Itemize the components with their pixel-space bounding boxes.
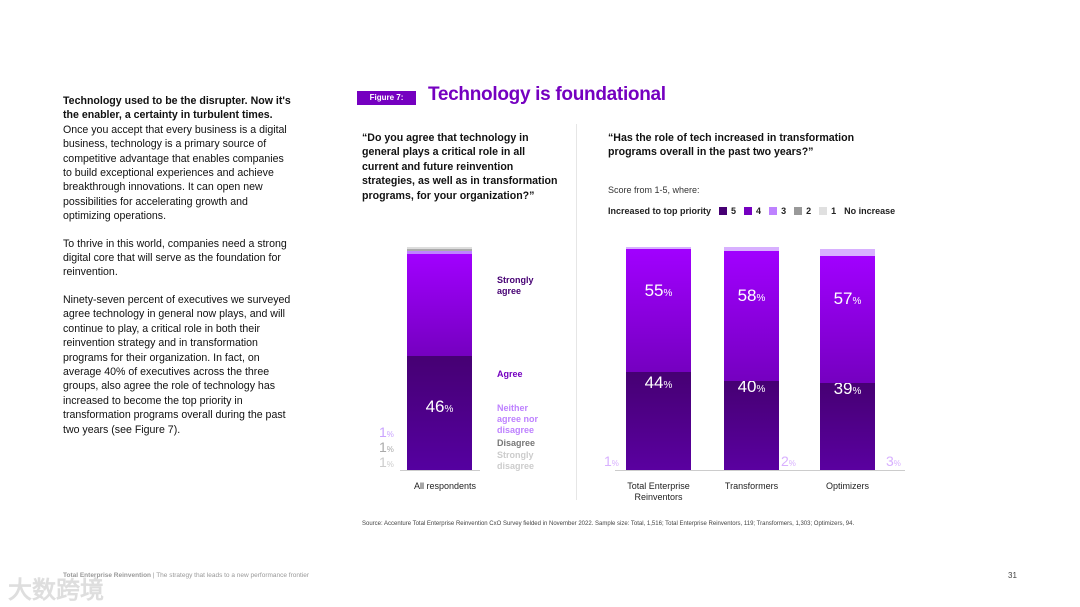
footer-brand: Total Enterprise Reinvention: [63, 572, 152, 579]
legend: Increased to top priority 5 4 3 2 1 No increa…: [608, 206, 895, 216]
category-label: Optimizers: [825, 481, 869, 491]
legend-strongly-disagree: Strongly disagree: [497, 450, 535, 471]
bar-total-enterprise-reinventors: 44% 55%: [626, 247, 691, 470]
bar-segment-score-5: [626, 371, 691, 470]
chart1-question: “Do you agree that technology in general…: [362, 132, 558, 202]
figure-tag: Figure 7:: [357, 91, 416, 105]
chart2-question: “Has the role of tech increased in trans…: [608, 132, 855, 159]
intro-lead: Technology used to be the disrupter. Now…: [63, 95, 291, 122]
data-label: 39%: [833, 378, 862, 398]
bar-segment-score-3: [626, 247, 691, 250]
legend-label-4: 4: [756, 206, 762, 216]
side-label: 3%: [886, 453, 901, 469]
side-label: 1%: [379, 454, 394, 470]
category-label: Transformers: [724, 481, 779, 491]
data-label: 46%: [425, 397, 454, 416]
legend-label-2: 2: [806, 206, 812, 216]
legend-end-label: No increase: [844, 206, 896, 216]
side-label: 1%: [604, 453, 619, 469]
legend-agree: Agree: [497, 369, 523, 379]
side-label: 1%: [379, 424, 394, 440]
baseline: [615, 470, 905, 471]
side-label: 1%: [379, 439, 394, 455]
category-label: Total Enterprise Reinventors: [627, 481, 690, 502]
bar-segment-score-3: [820, 249, 875, 256]
category-label: All respondents: [413, 481, 477, 491]
data-label: 57%: [833, 289, 862, 309]
score-note: Score from 1-5, where:: [608, 185, 700, 195]
legend-label-5: 5: [731, 206, 737, 216]
footer-tagline: The strategy that leads to a new perform…: [156, 572, 310, 579]
data-label: 40%: [737, 377, 766, 397]
bar-optimizers: 39% 57%: [820, 247, 875, 470]
bar-segment-disagree: [407, 249, 472, 252]
bar-segment-score-4: [626, 249, 691, 372]
legend-swatch-2: [794, 207, 803, 215]
bar-segment-score-3: [724, 247, 779, 252]
legend-swatch-4: [744, 207, 753, 215]
legend-title: Increased to top priority: [608, 206, 712, 216]
bar-transformers: 40% 58%: [724, 247, 779, 470]
intro-p1: Once you accept that every business is a…: [63, 123, 287, 223]
watermark: 大数跨境: [8, 577, 104, 604]
bar-segment-score-4: [724, 251, 779, 381]
data-label: 44%: [644, 372, 673, 392]
source-note: Source: Accenture Total Enterprise Reinv…: [362, 521, 855, 527]
data-label: 55%: [644, 280, 673, 300]
divider: [576, 124, 577, 500]
legend-label-3: 3: [781, 206, 787, 216]
intro-text: Technology used to be the disrupter. Now…: [63, 94, 293, 450]
bar-segment-strongly-disagree: [407, 247, 472, 250]
intro-p2: To thrive in this world, companies need …: [63, 237, 287, 279]
figure-title: Technology is foundational: [428, 84, 666, 105]
legend-swatch-3: [769, 207, 778, 215]
footer: Total Enterprise Reinvention | The strat…: [63, 572, 309, 579]
bar-segment-agree: [407, 253, 472, 357]
legend-strongly-agree: Strongly agree: [497, 275, 534, 296]
bar-all-respondents: 51%46%: [407, 247, 472, 470]
footer-sep: |: [151, 572, 157, 579]
legend-swatch-1: [819, 207, 828, 215]
legend-swatch-5: [719, 207, 728, 215]
baseline: [400, 470, 480, 471]
bar-segment-neither-agree-nor-disagree: [407, 251, 472, 254]
legend-neither-agree-nor-disagree: Neither agree nor disagree: [497, 403, 539, 435]
page-number: 31: [1008, 571, 1017, 580]
legend-disagree: Disagree: [497, 438, 536, 448]
bar-segment-strongly-agree: [407, 356, 472, 470]
bar-segment-score-4: [820, 255, 875, 384]
legend-label-1: 1: [831, 206, 837, 216]
side-label: 2%: [781, 453, 796, 469]
data-label: 58%: [737, 286, 766, 306]
intro-p3: Ninety-seven percent of executives we su…: [63, 293, 291, 436]
bar-segment-score-5: [724, 380, 779, 470]
bar-segment-score-5: [820, 383, 875, 470]
